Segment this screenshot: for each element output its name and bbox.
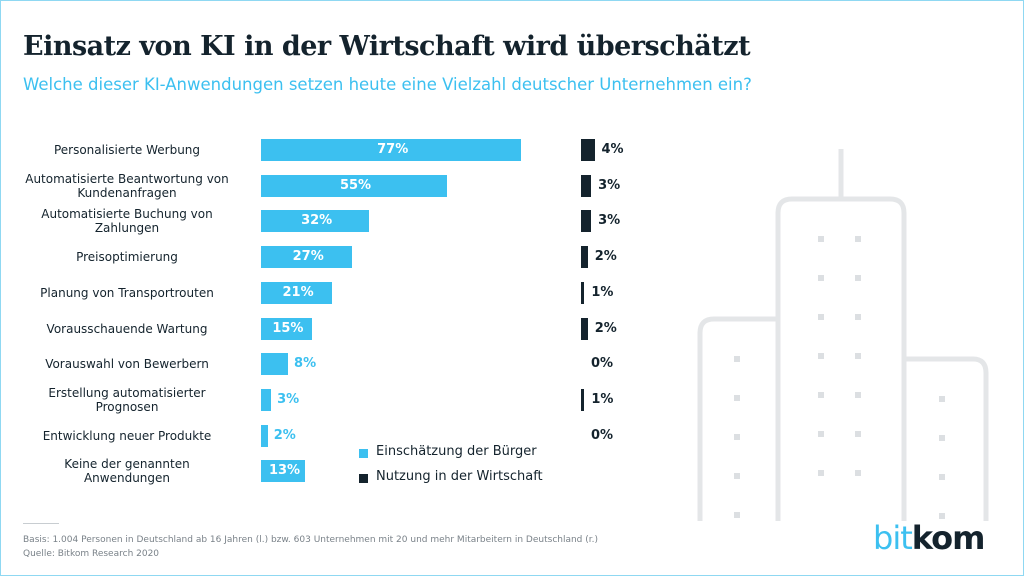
- bitkom-logo: bitkom: [873, 519, 985, 557]
- window: [855, 275, 861, 281]
- bar-business: [581, 317, 588, 340]
- bar-business: [581, 246, 588, 269]
- value-label-business: 0%: [591, 427, 614, 443]
- legend-business: Nutzung in der Wirtschaft: [376, 469, 543, 484]
- logo-part1: bit: [873, 519, 913, 557]
- window: [939, 435, 945, 441]
- buildings-illustration: [697, 149, 989, 521]
- value-label-business: 0%: [591, 356, 614, 372]
- bar-business: [581, 174, 592, 197]
- value-label-citizens: 15%: [272, 320, 304, 336]
- window: [734, 473, 740, 479]
- value-label-citizens: 8%: [294, 356, 317, 372]
- footer-divider: [23, 523, 59, 524]
- bar-citizens: [261, 139, 522, 161]
- legend-swatch-citizens: [359, 449, 368, 458]
- window: [818, 236, 824, 242]
- window: [855, 353, 861, 359]
- window: [818, 392, 824, 398]
- value-label-citizens: 55%: [339, 177, 372, 193]
- window: [734, 434, 740, 440]
- value-label-business: 4%: [601, 142, 624, 157]
- window: [939, 396, 945, 402]
- window: [939, 474, 945, 480]
- footer-source: Quelle: Bitkom Research 2020: [23, 549, 160, 559]
- value-label-business: 1%: [591, 284, 614, 300]
- window: [855, 392, 861, 398]
- legend-swatch-business: [359, 474, 368, 483]
- bar-citizens: [261, 353, 289, 376]
- window: [734, 512, 740, 518]
- window: [855, 431, 861, 437]
- value-label-citizens: 13%: [268, 463, 301, 479]
- bar-citizens: [261, 174, 447, 197]
- window: [818, 431, 824, 437]
- category-label: Vorausschauende Wartung: [46, 321, 208, 336]
- window: [939, 513, 945, 519]
- bar-citizens: [261, 460, 305, 483]
- category-label: Preisoptimierung: [76, 250, 178, 265]
- bar-citizens: [261, 246, 353, 269]
- window: [855, 314, 861, 320]
- legend-citizens: Einschätzung der Bürger: [376, 444, 537, 459]
- bar-citizens: [261, 210, 370, 233]
- value-label-business: 3%: [598, 213, 621, 229]
- window: [818, 314, 824, 320]
- value-label-business: 1%: [591, 391, 614, 407]
- value-label-citizens: 77%: [377, 142, 409, 157]
- value-label-citizens: 27%: [292, 249, 324, 265]
- window: [855, 236, 861, 242]
- category-label: Vorauswahl von Bewerbern: [45, 357, 209, 372]
- category-label: Personalisierte Werbung: [53, 143, 201, 157]
- page-title: Einsatz von KI in der Wirtschaft wird üb…: [23, 31, 751, 62]
- window: [818, 353, 824, 359]
- category-label: Entwicklung neuer Produkte: [42, 428, 212, 443]
- category-label: Erstellung automatisierter Prognosen: [48, 385, 206, 414]
- value-label-citizens: 21%: [282, 284, 314, 300]
- bar-business: [581, 281, 585, 304]
- bar-citizens: [261, 424, 268, 447]
- footer-basis: Basis: 1.004 Personen in Deutschland ab …: [23, 535, 599, 545]
- bar-citizens: [261, 317, 312, 340]
- logo-part2: kom: [911, 519, 986, 557]
- bar-citizens: [261, 281, 332, 304]
- value-label-citizens: 3%: [277, 391, 300, 407]
- value-label-business: 2%: [594, 249, 617, 265]
- category-label: Keine der genannten Anwendungen: [64, 457, 190, 486]
- value-label-citizens: 32%: [301, 213, 333, 229]
- window: [818, 470, 824, 476]
- bar-citizens: [261, 388, 272, 411]
- window: [734, 395, 740, 401]
- category-label: Automatisierte Buchung von Zahlungen: [41, 207, 213, 236]
- bar-business: [581, 210, 592, 233]
- window: [734, 356, 740, 362]
- bar-business: [581, 139, 595, 161]
- value-label-citizens: 2%: [273, 427, 296, 443]
- subtitle: Welche dieser KI-Anwendungen setzen heut…: [23, 75, 752, 94]
- window: [818, 275, 824, 281]
- category-label: Planung von Transportrouten: [40, 285, 214, 300]
- value-label-business: 2%: [594, 320, 617, 336]
- value-label-business: 3%: [598, 177, 621, 193]
- category-label: Automatisierte Beantwortung von Kundenanf…: [25, 171, 229, 200]
- window: [855, 470, 861, 476]
- bar-business: [581, 388, 585, 411]
